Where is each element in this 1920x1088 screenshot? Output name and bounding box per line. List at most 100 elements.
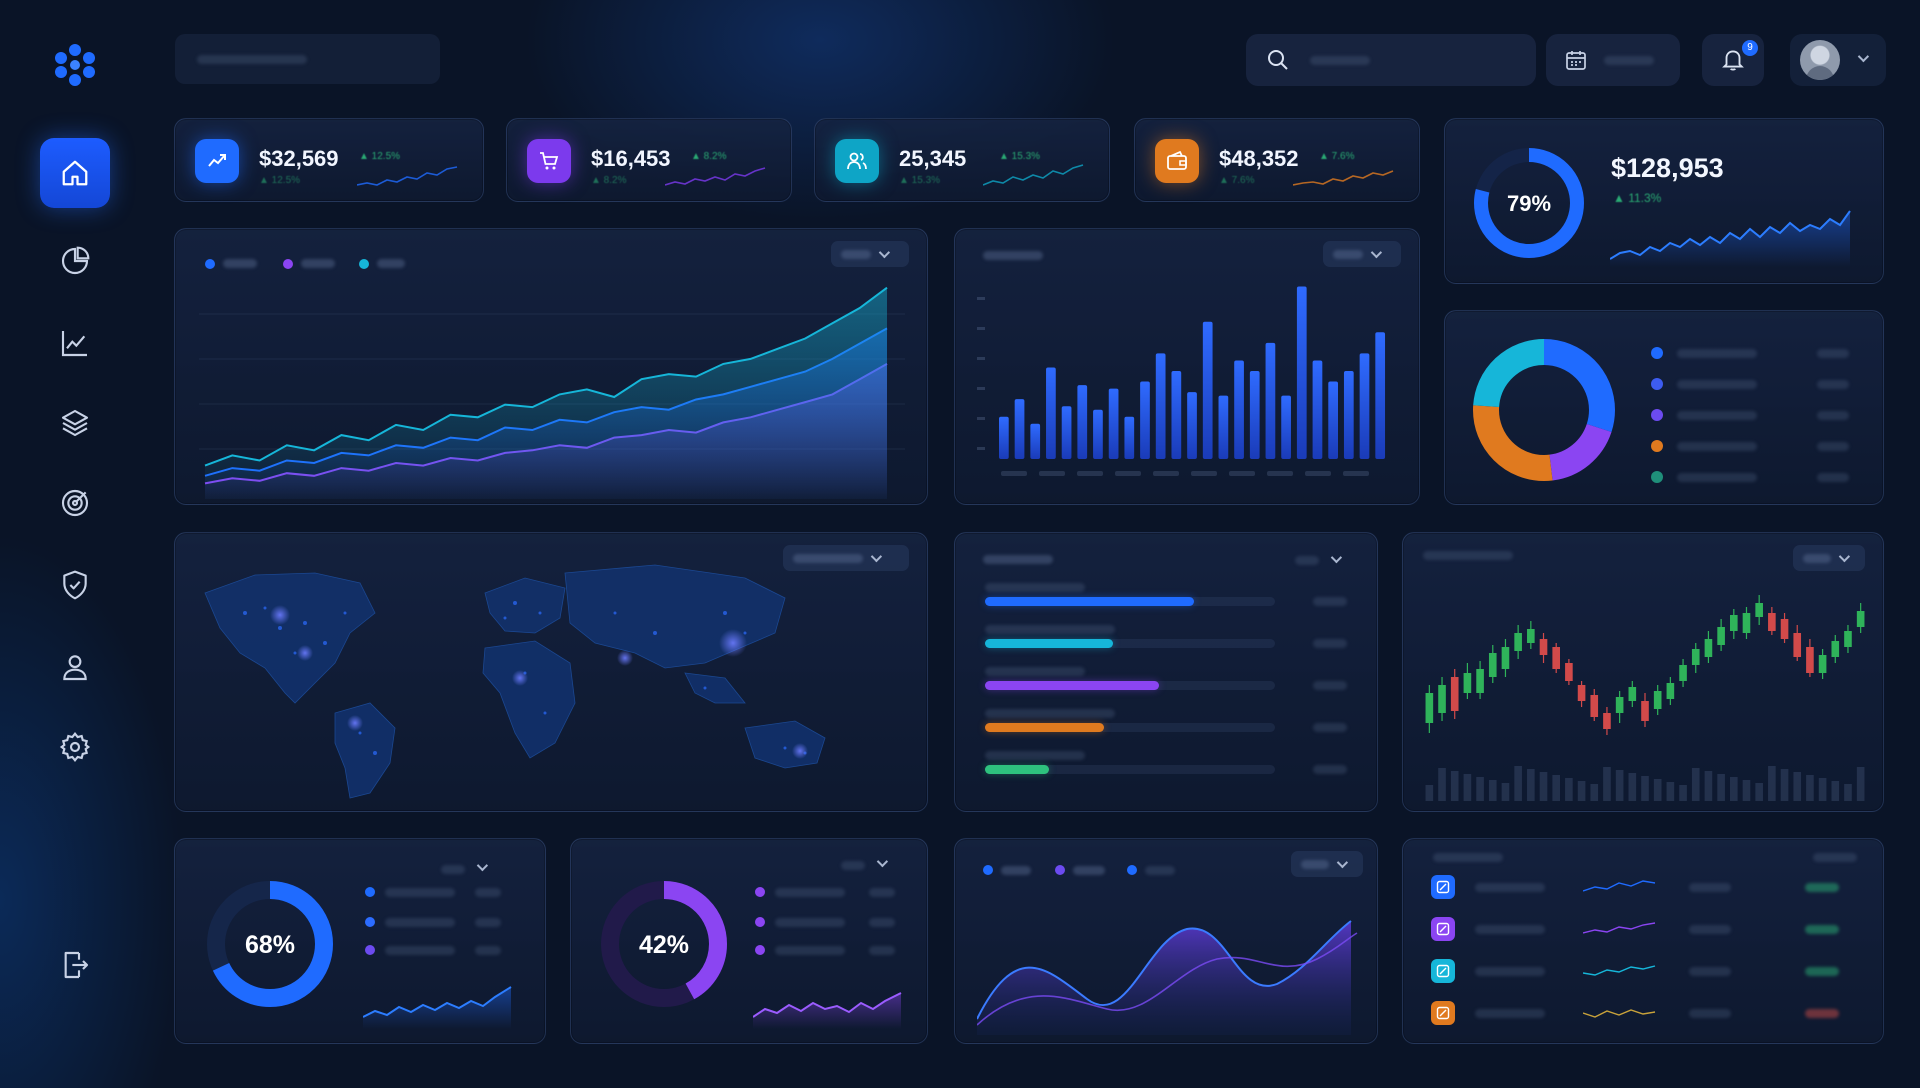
stat-sparkline <box>1293 170 1394 186</box>
volume-bar <box>1527 769 1535 801</box>
notifications-button[interactable]: 9 <box>1702 34 1764 86</box>
assets-list-panel <box>1402 838 1884 1044</box>
search-icon <box>1268 50 1288 70</box>
logout-icon <box>64 951 89 979</box>
bar <box>1014 399 1025 459</box>
asset-sparkline <box>1583 965 1656 976</box>
candle-body <box>1780 619 1789 639</box>
main-area-chart <box>199 286 905 499</box>
bar-chart <box>977 286 1386 476</box>
candle-body <box>1729 615 1738 631</box>
candle-body <box>1514 633 1522 651</box>
stat-card[interactable]: $48,352 ▲ 7.6% ▲ 7.6% <box>1134 118 1420 202</box>
sidebar-item-analytics[interactable] <box>40 226 110 296</box>
search-input[interactable] <box>1246 34 1536 86</box>
region-dropdown[interactable] <box>783 545 909 571</box>
line-chart-icon <box>61 331 87 357</box>
main-trend-panel <box>174 228 928 505</box>
asset-icon <box>1431 917 1455 941</box>
series-line <box>204 286 888 467</box>
bar <box>1328 381 1339 459</box>
sidebar-item-target[interactable] <box>40 468 110 538</box>
volume-bar <box>1704 771 1713 801</box>
sidebar <box>0 0 150 1088</box>
world-map-panel <box>174 532 928 812</box>
summary-percent: 79% <box>1506 191 1552 216</box>
summary-value: $128,953 <box>1611 153 1724 183</box>
summary-card: 79% $128,953 ▲ 11.3% <box>1444 118 1884 284</box>
sidebar-item-layers[interactable] <box>40 388 110 458</box>
stat-card[interactable]: $32,569 ▲ 12.5% ▲ 12.5% <box>174 118 484 202</box>
candle-body <box>1501 647 1510 669</box>
bar <box>1187 392 1197 459</box>
bar <box>999 416 1009 459</box>
bar <box>1155 353 1166 459</box>
home-icon <box>62 160 88 186</box>
stat-change: ▲ 12.5% <box>359 151 401 162</box>
volume-bar <box>1831 781 1840 801</box>
calendar-icon <box>1566 51 1586 70</box>
candle-body <box>1488 653 1497 677</box>
bar-period-dropdown[interactable] <box>1323 241 1401 267</box>
candle-body <box>1755 603 1763 617</box>
bar <box>1234 360 1244 459</box>
bar <box>1265 342 1276 459</box>
wave-dropdown[interactable] <box>1291 851 1363 877</box>
progress-track <box>985 639 1275 648</box>
candle-body <box>1590 695 1599 717</box>
volume-bar <box>1501 783 1510 801</box>
bar <box>1108 388 1119 459</box>
sidebar-item-trends[interactable] <box>40 308 110 378</box>
app-logo[interactable] <box>52 42 98 88</box>
stat-card[interactable]: $16,453 ▲ 8.2% ▲ 8.2% <box>506 118 792 202</box>
sidebar-item-settings[interactable] <box>40 712 110 782</box>
shield-icon <box>63 570 87 600</box>
volume-bar <box>1742 780 1751 801</box>
summary-sparkline <box>1610 210 1851 267</box>
bar <box>1296 286 1307 459</box>
progress-track <box>985 723 1275 732</box>
area-fill <box>205 287 887 499</box>
volume-bar <box>1666 782 1675 801</box>
candles-dropdown[interactable] <box>1793 545 1865 571</box>
candle-body <box>1552 647 1561 669</box>
sidebar-item-user[interactable] <box>40 632 110 702</box>
stat-card[interactable]: 25,345 ▲ 15.3% ▲ 15.3% <box>814 118 1110 202</box>
layers-icon <box>61 409 89 437</box>
volume-bar <box>1856 767 1865 801</box>
bar <box>1249 371 1260 459</box>
gear-icon <box>59 731 91 763</box>
volume-bar <box>1488 780 1497 801</box>
volume-bar <box>1641 776 1649 801</box>
candle-body <box>1691 649 1700 665</box>
asset-sparkline <box>1583 880 1656 892</box>
candle-body <box>1438 685 1446 713</box>
asset-icon <box>1431 1001 1455 1025</box>
progress-fill <box>985 723 1104 732</box>
asset-icon <box>1431 875 1455 899</box>
stat-change-sub: ▲ 12.5% <box>259 175 301 186</box>
users-icon <box>835 139 879 183</box>
user-menu[interactable] <box>1790 34 1886 86</box>
logout-button[interactable] <box>40 930 110 1000</box>
bar-chart-panel <box>954 228 1420 505</box>
cart-icon <box>527 139 571 183</box>
candle-body <box>1577 685 1586 701</box>
candle-body <box>1615 697 1624 713</box>
sidebar-item-home[interactable] <box>40 138 110 208</box>
gauge-panel-1: 68% <box>174 838 546 1044</box>
candle-body <box>1476 669 1484 693</box>
stat-change: ▲ 15.3% <box>999 151 1041 162</box>
candle-body <box>1539 639 1548 655</box>
trend-icon <box>195 139 239 183</box>
candle-body <box>1653 691 1662 709</box>
bar <box>1124 416 1135 459</box>
bar <box>1046 367 1056 459</box>
date-picker[interactable] <box>1546 34 1680 86</box>
stat-change: ▲ 7.6% <box>1319 151 1355 162</box>
asset-icon <box>1431 959 1455 983</box>
candle-body <box>1717 627 1725 645</box>
period-dropdown[interactable] <box>831 241 909 267</box>
volume-bar <box>1577 781 1586 801</box>
sidebar-item-security[interactable] <box>40 550 110 620</box>
